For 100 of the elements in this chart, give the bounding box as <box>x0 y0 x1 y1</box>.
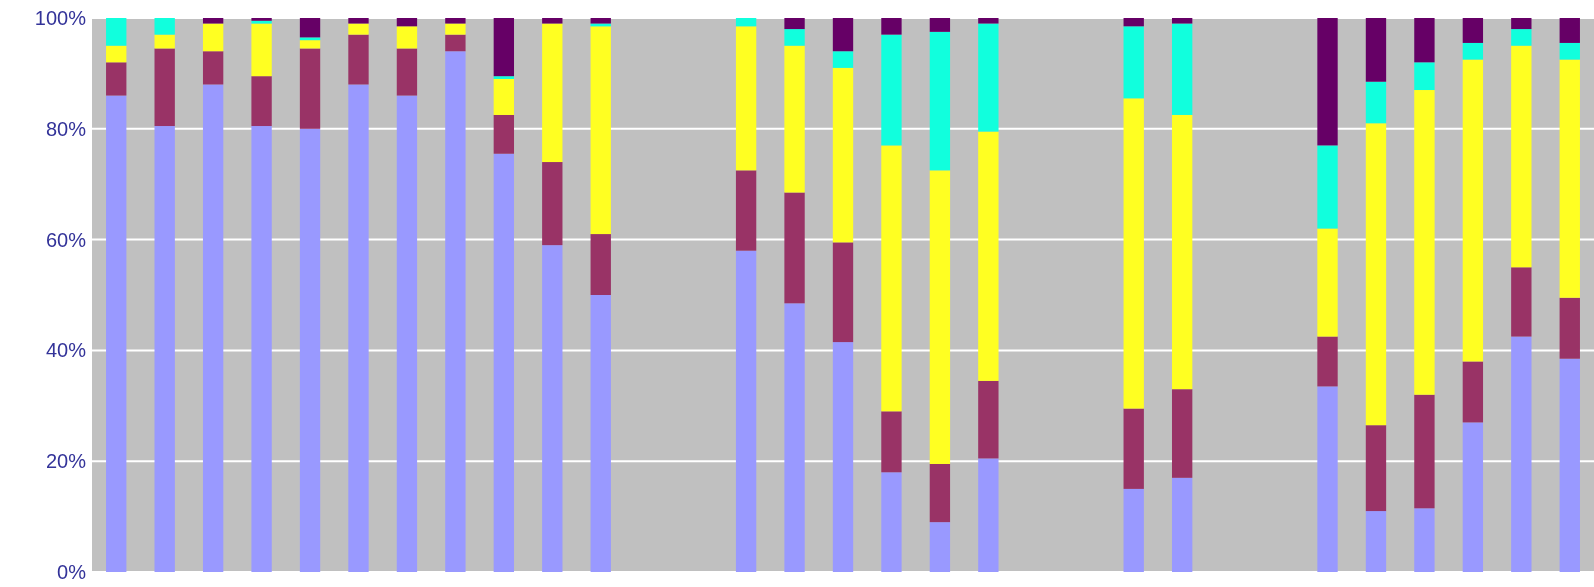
bar <box>881 145 902 412</box>
bar <box>1171 389 1193 478</box>
bar <box>1317 228 1338 337</box>
bar <box>1559 42 1580 60</box>
bar <box>1511 29 1532 46</box>
bar <box>590 234 611 295</box>
bar <box>590 18 611 24</box>
bar <box>929 170 951 464</box>
bar <box>832 342 854 572</box>
bar <box>106 95 127 572</box>
bar <box>881 34 902 146</box>
bar <box>106 45 127 63</box>
bar <box>784 29 805 46</box>
bar <box>1171 114 1193 390</box>
bar <box>445 18 466 24</box>
bar <box>784 303 805 572</box>
bar <box>1317 18 1338 146</box>
bar <box>106 18 127 46</box>
bar <box>1414 18 1435 63</box>
bar <box>881 472 902 572</box>
bar <box>251 126 272 572</box>
bar <box>299 18 321 38</box>
bar <box>1559 59 1580 298</box>
bar <box>1462 59 1484 362</box>
bar <box>154 126 175 572</box>
bar <box>1365 123 1387 426</box>
bar <box>1511 336 1532 572</box>
bar <box>978 380 999 459</box>
bar <box>202 51 224 85</box>
bar <box>1123 98 1144 409</box>
bar <box>348 18 369 24</box>
bar <box>735 250 757 572</box>
bar <box>348 34 369 85</box>
bar <box>542 245 563 572</box>
bar <box>1123 408 1144 489</box>
bar <box>445 23 466 35</box>
bar <box>154 48 175 127</box>
bar <box>929 463 951 523</box>
bar <box>832 242 854 343</box>
bar <box>832 51 854 68</box>
bar <box>396 18 418 27</box>
bar <box>348 23 369 35</box>
bar <box>445 51 466 572</box>
bar <box>1414 62 1435 91</box>
bar <box>929 18 951 32</box>
bar <box>493 76 515 79</box>
y-tick-label: 20% <box>45 450 87 473</box>
bar <box>1462 42 1484 60</box>
bar <box>1462 361 1484 423</box>
bar <box>1365 425 1387 512</box>
bar <box>929 522 951 572</box>
bar <box>299 40 321 49</box>
bar <box>1462 18 1484 43</box>
bar <box>735 170 757 251</box>
bar <box>1171 18 1193 24</box>
bar <box>1559 297 1580 359</box>
bar <box>784 45 805 193</box>
bar <box>1365 511 1387 572</box>
bar <box>1511 45 1532 268</box>
bar <box>493 114 515 154</box>
bar <box>251 23 272 77</box>
bar <box>396 95 418 572</box>
bar <box>1462 422 1484 572</box>
bar <box>735 26 757 171</box>
y-tick-label: 0% <box>57 560 87 583</box>
bar <box>493 78 515 115</box>
bar <box>154 18 175 35</box>
bar <box>1317 386 1338 572</box>
bar <box>1365 18 1387 82</box>
bar <box>299 37 321 41</box>
bar <box>832 67 854 243</box>
bar <box>348 84 369 572</box>
bar <box>542 162 563 246</box>
y-tick-label: 80% <box>45 117 87 140</box>
bar <box>493 153 515 572</box>
bar <box>590 295 611 572</box>
bar <box>154 34 175 49</box>
bar <box>251 76 272 127</box>
bar <box>445 34 466 52</box>
bar <box>1171 477 1193 572</box>
bar <box>881 18 902 35</box>
bar <box>1123 488 1144 572</box>
bar <box>1511 18 1532 30</box>
bar <box>735 18 757 27</box>
y-tick-label: 60% <box>45 228 87 251</box>
bar <box>784 192 805 304</box>
bar <box>978 131 999 381</box>
bar <box>202 18 224 24</box>
bar <box>202 84 224 572</box>
bar <box>590 26 611 235</box>
bar <box>1414 394 1435 509</box>
bar <box>396 48 418 96</box>
bar <box>978 23 999 132</box>
bar <box>1414 90 1435 395</box>
bar <box>929 31 951 171</box>
bar <box>299 128 321 572</box>
bar <box>1317 336 1338 387</box>
bar <box>784 18 805 30</box>
bar <box>1559 358 1580 572</box>
bar <box>542 18 563 24</box>
